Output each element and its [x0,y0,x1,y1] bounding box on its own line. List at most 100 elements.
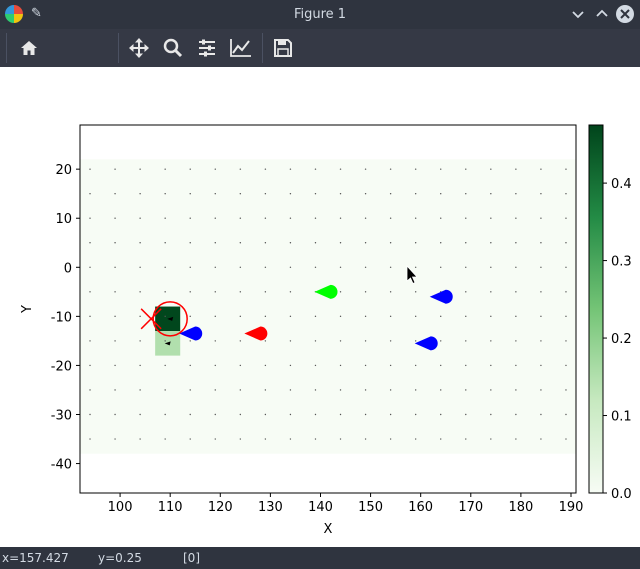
axes-frame [79,124,577,494]
maximize-button[interactable] [593,5,611,23]
status-value: [0] [183,551,200,565]
x-tick-label: 170 [458,500,483,515]
title-bar: ✎ Figure 1 [0,0,640,29]
grid-point [139,217,141,219]
grid-point [565,192,567,195]
colorbar-tick-label: 0.0 [611,487,632,502]
grid-point [239,413,242,416]
grid-point [189,413,191,416]
grid-point [465,364,467,367]
grid-point [114,389,116,391]
grid-point [114,291,116,293]
grid-point [314,192,317,195]
grid-point [414,413,417,416]
pan-button[interactable] [126,35,152,61]
grid-point [440,340,442,342]
grid-point [164,340,166,342]
grid-point [389,242,392,244]
grid-point [440,217,442,219]
grid-point [264,242,267,244]
zoom-icon [163,38,183,58]
grid-point [339,438,342,440]
configure-subplots-button[interactable] [194,35,220,61]
grid-point [239,389,242,391]
x-tick-label: 110 [158,500,183,515]
home-button[interactable] [16,35,42,61]
grid-point [314,266,317,268]
grid-point [314,168,317,170]
chevron-down-icon [572,11,584,19]
grid-point [139,438,141,440]
grid-point [515,266,517,268]
grid-point [364,242,367,244]
target-circle [152,301,188,337]
save-button[interactable] [270,35,296,61]
grid-point [264,340,267,342]
grid-point [214,315,216,318]
grid-point [264,291,267,293]
grid-point [139,340,141,342]
grid-point [314,364,317,367]
grid-point [490,364,492,367]
grid-point [440,364,442,367]
close-button[interactable] [616,5,634,23]
grid-point [440,438,442,440]
grid-point [465,389,467,391]
grid-point [214,242,216,244]
grid-point [465,242,467,244]
heatmap-background [80,159,576,454]
grid-point [389,315,392,318]
grid-point [139,413,141,416]
agent-marker [179,326,203,341]
pin-icon[interactable]: ✎ [31,6,42,21]
small-marker [167,316,174,321]
grid-point [239,438,242,440]
grid-point [540,217,542,219]
grid-point [189,438,191,440]
grid-point [440,315,442,318]
grid-point [164,291,166,293]
grid-point [214,413,216,416]
grid-point [414,266,417,268]
grid-point [139,364,141,367]
grid-point [465,266,467,268]
y-axis-label: Y [20,305,35,314]
grid-point [314,315,317,318]
grid-point [264,438,267,440]
grid-point [139,315,141,318]
minimize-button[interactable] [569,5,587,23]
grid-point [565,364,567,367]
grid-point [364,291,367,293]
zoom-button[interactable] [160,35,186,61]
grid-point [440,266,442,268]
edit-axes-icon [230,39,251,57]
grid-point [515,340,517,342]
grid-point [490,438,492,440]
grid-point [289,192,292,195]
grid-point [189,291,191,293]
grid-point [314,413,317,416]
status-x: x=157.427 [2,551,69,565]
plot-svg[interactable]: 100 110 120 130 140 150 160 170 180 19020100-10-2… [0,67,640,547]
grid-point [164,315,166,318]
toolbar-separator [262,33,263,63]
grid-point [264,217,267,219]
grid-point [465,291,467,293]
grid-point [114,340,116,342]
grid-point [189,364,191,367]
grid-point [89,217,91,219]
grid-point [389,413,392,416]
figure-canvas[interactable]: 100 110 120 130 140 150 160 170 180 190 20 10 0 -10 -2… [0,67,640,547]
grid-point [289,413,292,416]
grid-point [389,438,392,440]
grid-point [264,364,267,367]
grid-point [414,168,417,170]
grid-point [440,242,442,244]
grid-point [540,315,542,318]
home-icon [21,41,37,55]
grid-point [515,315,517,318]
grid-point [189,168,191,170]
edit-axes-button[interactable] [228,35,254,61]
y-tick-label: -40 [51,458,72,473]
grid-point [289,266,292,268]
